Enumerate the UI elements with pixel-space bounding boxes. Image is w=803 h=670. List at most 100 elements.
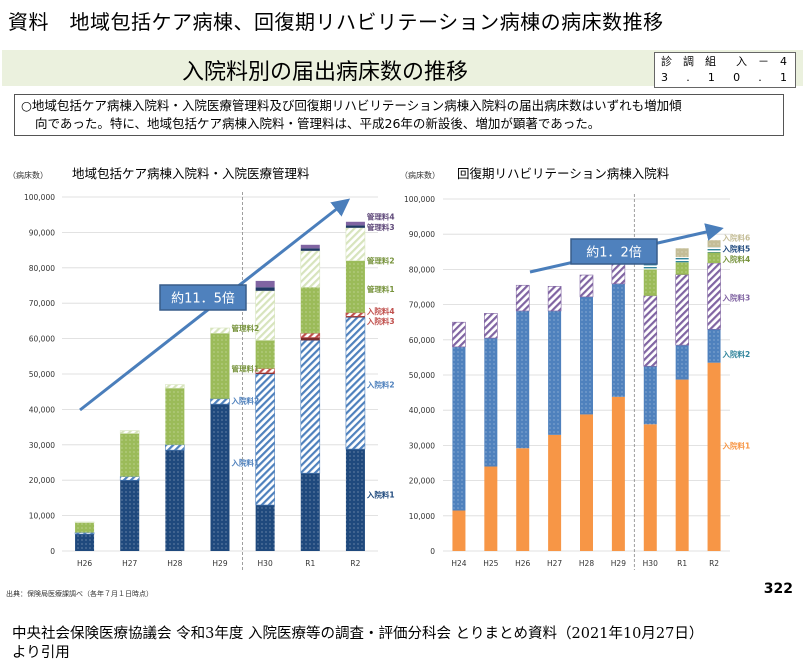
- bar-segment: [345, 221, 365, 226]
- growth-callout-box: [570, 238, 658, 265]
- bar-segment: [516, 310, 530, 449]
- series-label: 入院料4: [366, 306, 395, 316]
- bar-segment: [75, 522, 95, 533]
- bar-segment: [255, 280, 275, 288]
- x-tick-label: H28: [167, 559, 182, 568]
- bar-segment: [345, 317, 366, 450]
- document-code-box: 診調組 入 － 4 3. 1 0. 1: [654, 52, 796, 88]
- series-label: 管理料1: [232, 364, 260, 374]
- code-char: 組: [705, 55, 718, 68]
- bar-segment: [548, 434, 562, 551]
- code-char: －: [758, 55, 771, 68]
- bar-segment: [675, 262, 689, 275]
- bar-segment: [300, 332, 321, 338]
- x-tick-label: H29: [212, 559, 227, 568]
- bar-segment: [119, 476, 140, 481]
- y-tick-label: 60,000: [29, 335, 55, 344]
- growth-callout-text: 約1．2倍: [586, 246, 642, 261]
- bar-segment: [345, 312, 366, 317]
- bar-segment: [579, 274, 594, 298]
- series-label: 入院料6: [722, 233, 751, 243]
- slide-title: 入院料別の届出病床数の推移: [181, 60, 468, 85]
- series-label: 入院料4: [722, 254, 751, 264]
- bar-segment: [515, 284, 530, 312]
- bar-segment: [484, 466, 498, 551]
- bar-segment: [707, 252, 721, 264]
- bar-segment: [255, 504, 275, 551]
- bar-segment: [255, 287, 275, 291]
- bar-segment: [300, 340, 321, 474]
- y-axis-label: （病床数）: [400, 170, 440, 180]
- x-tick-label: H29: [611, 559, 626, 568]
- bar-segment: [345, 225, 365, 228]
- series-label: 入院料3: [366, 316, 395, 326]
- bar-segment: [452, 510, 466, 551]
- bar-segment: [345, 227, 366, 262]
- bar-segment: [165, 450, 185, 551]
- y-axis-label: （病床数）: [8, 170, 48, 180]
- bar-segment: [643, 366, 657, 425]
- bar-segment: [707, 262, 721, 330]
- summary-line-2: 向であった。特に、地域包括ケア病棟入院料・管理料は、平成26年の新設後、増加が顕…: [35, 116, 601, 131]
- source-note: 出典：保険局医療課調べ（各年７月１日時点）: [6, 590, 153, 598]
- bar-segment: [119, 430, 140, 434]
- x-tick-label: H27: [122, 559, 137, 568]
- code-char: 入: [736, 55, 749, 68]
- code-char: .: [686, 71, 692, 84]
- bar-segment: [643, 424, 657, 551]
- bar-segment: [675, 345, 689, 380]
- code-char: 1: [707, 71, 717, 84]
- y-tick-label: 50,000: [409, 371, 435, 380]
- bar-segment: [452, 321, 466, 348]
- series-label: 管理料3: [367, 222, 395, 232]
- x-tick-label: H27: [547, 559, 562, 568]
- y-tick-label: 0: [50, 547, 55, 556]
- series-label: 入院料1: [231, 458, 260, 468]
- y-tick-label: 100,000: [24, 193, 55, 202]
- x-tick-label: R1: [677, 559, 687, 568]
- bar-segment: [452, 346, 466, 511]
- bar-segment: [643, 269, 657, 296]
- bar-segment: [707, 329, 721, 363]
- series-label: 入院料2: [366, 380, 395, 390]
- bar-segment: [74, 521, 95, 523]
- bar-segment: [300, 244, 320, 249]
- bar-segment: [210, 398, 230, 405]
- bar-segment: [611, 283, 625, 397]
- code-char: 0: [733, 71, 743, 84]
- series-label: 入院料1: [722, 440, 751, 450]
- bar-segment: [345, 260, 365, 313]
- bar-segment: [74, 532, 95, 535]
- citation-line-2: より引用: [12, 645, 70, 661]
- code-char: 4: [780, 55, 789, 68]
- y-tick-label: 10,000: [409, 512, 435, 521]
- series-label: 入院料5: [722, 243, 751, 253]
- y-tick-label: 30,000: [409, 441, 435, 450]
- bar-segment: [210, 327, 230, 334]
- bar-segment: [643, 264, 657, 270]
- series-label: 管理料2: [367, 256, 395, 266]
- citation: 中央社会保険医療協議会 令和3年度 入院医療等の調査・評価分科会 とりまとめ資料…: [12, 625, 703, 663]
- y-tick-label: 70,000: [409, 301, 435, 310]
- bar-segment: [300, 248, 320, 251]
- bar-segment: [675, 274, 689, 346]
- code-char: 診: [661, 55, 674, 68]
- bar-segment: [707, 240, 721, 248]
- bar-segment: [675, 248, 689, 258]
- x-tick-label: H24: [451, 559, 466, 568]
- bar-segment: [547, 285, 562, 312]
- code-line-1: 診調組 入 － 4: [661, 54, 789, 70]
- y-tick-label: 60,000: [409, 336, 435, 345]
- series-label: 管理料1: [367, 284, 395, 294]
- bar-segment: [707, 362, 721, 551]
- bar-segment: [120, 480, 140, 551]
- y-tick-label: 90,000: [409, 230, 435, 239]
- y-tick-label: 100,000: [404, 195, 435, 204]
- series-label: 管理料4: [367, 211, 395, 221]
- bar-segment: [345, 449, 365, 551]
- y-tick-label: 40,000: [409, 406, 435, 415]
- y-tick-label: 50,000: [29, 370, 55, 379]
- bar-segment: [345, 316, 365, 318]
- bar-segment: [165, 388, 185, 445]
- y-tick-label: 30,000: [29, 441, 55, 450]
